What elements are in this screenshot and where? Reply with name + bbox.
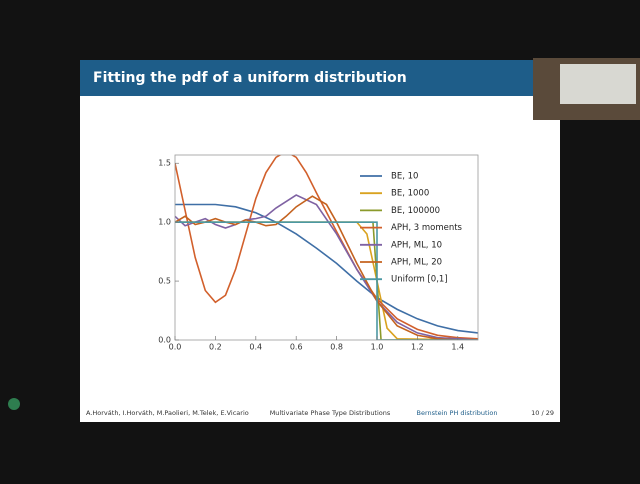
footer-authors: A.Horváth, I.Horváth, M.Paolieri, M.Tele…	[86, 409, 249, 417]
plot-area	[175, 155, 478, 340]
legend-label: APH, ML, 20	[391, 258, 442, 268]
series-line	[175, 195, 478, 340]
legend-label: APH, 3 moments	[391, 223, 463, 233]
x-tick-label: 1.2	[411, 343, 424, 352]
series-line	[175, 221, 478, 340]
x-tick-label: 0.8	[330, 343, 343, 352]
legend-label: BE, 1000	[391, 189, 429, 199]
slide-header	[80, 60, 560, 96]
x-tick-label: 1.4	[451, 343, 464, 352]
x-tick-label: 0.4	[249, 343, 262, 352]
y-tick-label: 1.0	[158, 218, 171, 227]
x-tick-label: 0.0	[169, 343, 182, 352]
footer-page: 10 / 29	[531, 409, 554, 417]
footer-section: Bernstein PH distribution	[417, 409, 498, 417]
edit-icon[interactable]	[8, 398, 20, 410]
legend-label: BE, 100000	[391, 206, 440, 216]
y-tick-label: 0.5	[158, 277, 171, 286]
legend-label: Uniform [0,1]	[391, 275, 448, 285]
y-tick-label: 1.5	[158, 159, 171, 168]
slide	[80, 60, 560, 422]
series-line	[175, 203, 478, 334]
plot-frame	[174, 154, 479, 341]
slide-title: Fitting the pdf of a uniform distributio…	[93, 70, 407, 86]
legend-label: APH, ML, 10	[391, 240, 442, 250]
x-tick-label: 0.6	[290, 343, 303, 352]
legend-label: BE, 10	[391, 172, 418, 182]
x-tick-label: 1.0	[371, 343, 384, 352]
series-line	[175, 155, 478, 340]
camera-screen	[560, 64, 636, 104]
footer-talk: Multivariate Phase Type Distributions	[270, 409, 391, 417]
y-tick-label: 0.0	[158, 336, 171, 345]
x-tick-label: 0.2	[209, 343, 222, 352]
